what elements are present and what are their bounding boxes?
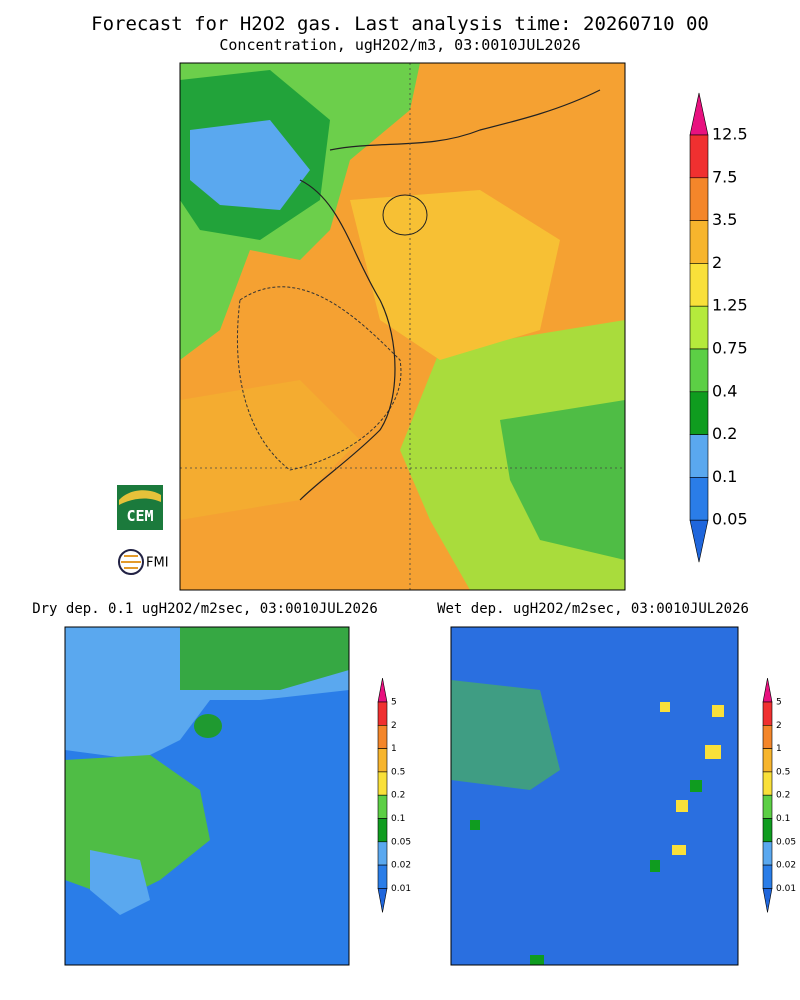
cem-logo: CEM [117, 485, 163, 530]
precip-cell [660, 702, 670, 712]
colorbar-label: 0.2 [712, 424, 737, 443]
colorbar-segment [762, 748, 773, 773]
colorbar-segment [689, 263, 709, 307]
precip-cell [470, 820, 480, 830]
colorbar-label: 0.1 [776, 814, 790, 824]
precip-cell [690, 780, 702, 792]
colorbar-segment [689, 477, 709, 521]
precip-cell [676, 800, 688, 812]
colorbar-segment [377, 701, 388, 726]
colorbar-segment [762, 794, 773, 819]
precip-cell [712, 705, 724, 717]
colorbar-label: 0.05 [712, 510, 748, 529]
colorbar-segment [377, 841, 388, 866]
map-frame [450, 626, 739, 966]
colorbar-label: 0.01 [391, 884, 411, 894]
logo-text: FMI [146, 556, 169, 571]
colorbar-segment [377, 818, 388, 843]
colorbar-segment [689, 177, 709, 221]
colorbar-cap [689, 519, 709, 563]
colorbar-label: 0.01 [776, 884, 796, 894]
map-frame [64, 626, 350, 966]
island [382, 194, 428, 236]
border [237, 286, 402, 471]
colorbar-label: 0.2 [776, 791, 790, 801]
logo-text: CEM [126, 507, 153, 525]
colorbar-segment [377, 771, 388, 796]
map-field [451, 627, 738, 965]
colorbar-cap [377, 888, 388, 913]
map-field [180, 627, 349, 690]
colorbar-segment [689, 434, 709, 478]
colorbar-label: 5 [391, 698, 397, 708]
map-field [500, 400, 625, 560]
colorbar-segment [689, 391, 709, 435]
colorbar-label: 2 [712, 253, 722, 272]
map-frame [179, 62, 626, 591]
precip-cell [705, 745, 721, 759]
colorbar-segment [762, 701, 773, 726]
colorbar-segment [762, 724, 773, 749]
colorbar-label: 1 [776, 744, 782, 754]
colorbar-segment [689, 305, 709, 350]
subtitle: Concentration, ugH2O2/m3, 03:0010JUL2026 [219, 36, 580, 54]
colorbar-label: 0.1 [391, 814, 405, 824]
precip-cell [672, 845, 686, 855]
colorbar-segment [762, 864, 773, 889]
colorbar-label: 0.02 [776, 861, 796, 871]
colorbar-label: 1 [391, 744, 397, 754]
fmi-logo: FMI [118, 549, 169, 575]
colorbar-label: 3.5 [712, 210, 737, 229]
colorbar-label: 0.05 [391, 837, 411, 847]
coastline [329, 89, 601, 151]
colorbar-segment [762, 841, 773, 866]
dry-map [64, 626, 350, 966]
colorbar-label: 7.5 [712, 167, 737, 186]
map-field [451, 680, 560, 790]
logo-lines [121, 555, 141, 569]
colorbar-label: 12.5 [712, 125, 748, 144]
precip-cell [530, 955, 544, 965]
colorbar-label: 0.2 [391, 791, 405, 801]
map-field [190, 120, 310, 210]
colorbar-segment [689, 220, 709, 264]
map-field [90, 850, 150, 915]
colorbar-label: 2 [776, 721, 782, 731]
colorbar-label: 0.75 [712, 339, 748, 358]
colorbar-segment [689, 348, 709, 393]
map-field [350, 190, 560, 360]
colorbar-label: 0.5 [776, 767, 790, 777]
colorbar-label: 0.05 [776, 837, 796, 847]
colorbar-segment [377, 748, 388, 773]
colorbar-cap [762, 888, 773, 913]
colorbar-label: 5 [776, 698, 782, 708]
wet-map [450, 626, 739, 966]
coastline [299, 179, 396, 501]
colorbar-label: 0.1 [712, 467, 737, 486]
colorbar-label: 0.4 [712, 381, 737, 400]
main-map [179, 62, 626, 591]
title: Forecast for H2O2 gas. Last analysis tim… [91, 13, 709, 35]
colorbar-segment [377, 864, 388, 889]
panel-title: Wet dep. ugH2O2/m2sec, 03:0010JUL2026 [437, 601, 749, 617]
colorbar-segment [377, 794, 388, 819]
panel-title: Dry dep. 0.1 ugH2O2/m2sec, 03:0010JUL202… [32, 601, 378, 617]
precip-cell [650, 860, 660, 872]
colorbar-segment [762, 771, 773, 796]
logo-swoosh [119, 490, 161, 505]
colorbar-label: 0.02 [391, 861, 411, 871]
colorbar-label: 2 [391, 721, 397, 731]
island [194, 714, 222, 738]
colorbar-label: 1.25 [712, 296, 748, 315]
colorbar-label: 0.5 [391, 767, 405, 777]
colorbar-segment [377, 724, 388, 749]
colorbar-segment [762, 818, 773, 843]
colorbar-segment [689, 134, 709, 179]
